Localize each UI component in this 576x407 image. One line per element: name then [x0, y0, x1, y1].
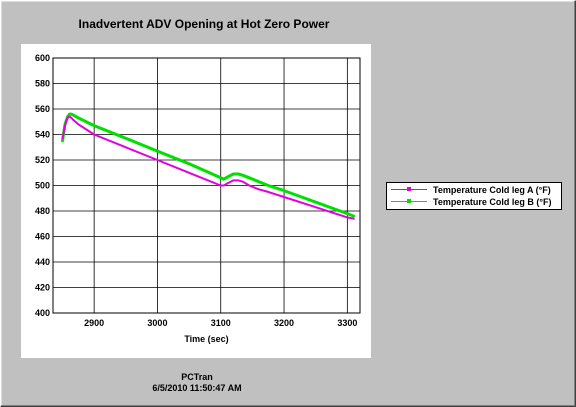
legend-label-cold-leg-a: Temperature Cold leg A (°F) [433, 185, 551, 195]
line-chart: 400 420 440 460 480 500 520 540 560 580 600 2900 30… [35, 53, 361, 344]
x-axis-label: Time (sec) [184, 334, 228, 344]
x-tick-label: 3300 [337, 318, 357, 328]
y-tick-label: 540 [35, 130, 50, 140]
y-tick-label: 480 [35, 206, 50, 216]
y-tick-label: 460 [35, 232, 50, 242]
series-line-cold-leg-a [61, 115, 355, 220]
legend-item-cold-leg-a: Temperature Cold leg A (°F) [387, 184, 561, 196]
legend-item-cold-leg-b: Temperature Cold leg B (°F) [387, 196, 561, 208]
series-line-cold-leg-b [61, 112, 356, 218]
y-tick-label: 560 [35, 104, 50, 114]
footer-timestamp: 6/5/2010 11:50:47 AM [152, 383, 242, 393]
y-tick-label: 520 [35, 155, 50, 165]
legend-swatch-cold-leg-b [391, 199, 427, 203]
legend: Temperature Cold leg A (°F) Temperature … [386, 182, 562, 210]
x-tick-label: 2900 [84, 318, 104, 328]
legend-label-cold-leg-b: Temperature Cold leg B (°F) [433, 197, 552, 207]
grid-lines [53, 57, 360, 314]
y-tick-label: 500 [35, 181, 50, 191]
x-tick-label: 3100 [211, 318, 231, 328]
legend-swatch-cold-leg-a [391, 187, 427, 191]
chart-title: Inadvertent ADV Opening at Hot Zero Powe… [78, 17, 330, 31]
y-tick-label: 600 [35, 53, 50, 63]
y-tick-label: 400 [35, 308, 50, 318]
y-tick-label: 440 [35, 257, 50, 267]
x-axis-ticks: 2900 3000 3100 3200 3300 [84, 318, 357, 328]
y-axis-ticks: 400 420 440 460 480 500 520 540 560 580 600 [35, 53, 50, 318]
plot-panel: 400 420 440 460 480 500 520 540 560 580 600 2900 30… [21, 44, 371, 358]
x-tick-label: 3000 [147, 318, 167, 328]
y-tick-label: 580 [35, 79, 50, 89]
x-tick-label: 3200 [274, 318, 294, 328]
plot-area-border [52, 57, 361, 314]
footer-app-name: PCTran [181, 372, 213, 382]
series-layer [61, 112, 356, 220]
y-tick-label: 420 [35, 283, 50, 293]
